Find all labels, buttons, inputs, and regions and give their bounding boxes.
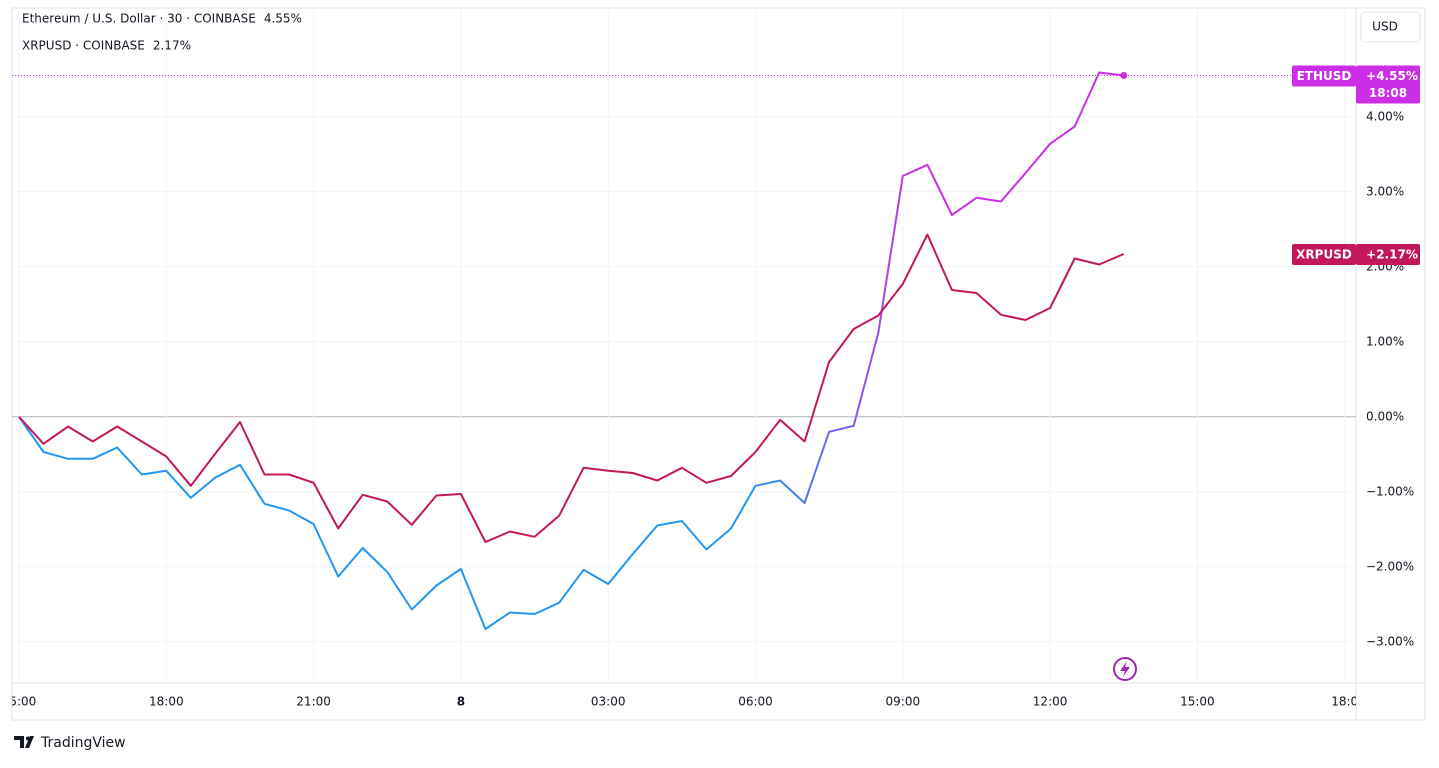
symbol-badge (1292, 244, 1356, 265)
x-tick-label: 03:00 (591, 695, 626, 709)
brand-name[interactable]: TradingView (40, 735, 126, 751)
y-tick-label: 4.00% (1366, 109, 1404, 123)
value-badge (1356, 65, 1420, 104)
chart-frame (11, 7, 1426, 721)
x-axis: 15:00 18:00 21:00 8 03:00 06:00 09:00 12:00 15:0… (2, 695, 1358, 709)
value-badge (1356, 244, 1420, 265)
price-badges: ETHUSD +4.55% 18:08 XRPUSD +2.17% (1292, 65, 1420, 265)
x-tick-label: 06:00 (738, 695, 773, 709)
y-tick-label: 1.00% (1366, 334, 1404, 348)
y-tick-label: −3.00% (1366, 634, 1414, 648)
legend-value: 2.17% (153, 39, 191, 53)
currency-button-label[interactable]: USD (1372, 20, 1398, 34)
series-lines (12, 71, 1356, 630)
x-tick-label: 8 (457, 695, 465, 709)
symbol-badge-label: ETHUSD (1297, 69, 1352, 83)
y-tick-label: 0.00% (1366, 409, 1404, 423)
y-tick-label: 3.00% (1366, 184, 1404, 198)
value-badge-label: +4.55% (1366, 69, 1418, 83)
x-tick-label: 18:00 (149, 695, 184, 709)
y-tick-label: −1.00% (1366, 484, 1414, 498)
axes: −3.00%−2.00%−1.00%0.00%1.00%2.00%3.00%4.… (2, 109, 1414, 709)
countdown-label: 18:08 (1369, 86, 1407, 100)
grid (12, 8, 1356, 683)
x-tick-label: 21:00 (296, 695, 331, 709)
x-tick-label: 15:00 (2, 695, 37, 709)
series-line (18, 71, 1124, 630)
legend-name: Ethereum / U.S. Dollar · 30 · COINBASE (22, 12, 256, 26)
brand-logo[interactable] (14, 736, 34, 748)
assistant-icon[interactable] (1113, 657, 1137, 681)
symbol-badge-label: XRPUSD (1296, 248, 1352, 262)
currency-button[interactable] (1360, 11, 1421, 43)
last-point (1120, 72, 1128, 79)
x-tick-label: 09:00 (886, 695, 921, 709)
x-tick-label: 15:00 (1180, 695, 1215, 709)
symbol-badge (1292, 65, 1356, 87)
value-badge-label: +2.17% (1366, 248, 1418, 262)
legend-name: XRPUSD · COINBASE (22, 39, 145, 53)
x-tick-label: 12:00 (1033, 695, 1068, 709)
legend-value: 4.55% (264, 12, 302, 26)
y-tick-label: −2.00% (1366, 559, 1414, 573)
legend: Ethereum / U.S. Dollar · 30 · COINBASE 4.… (22, 12, 302, 53)
x-tick-label: 18:0 (1331, 695, 1358, 709)
series-line (18, 233, 1125, 543)
